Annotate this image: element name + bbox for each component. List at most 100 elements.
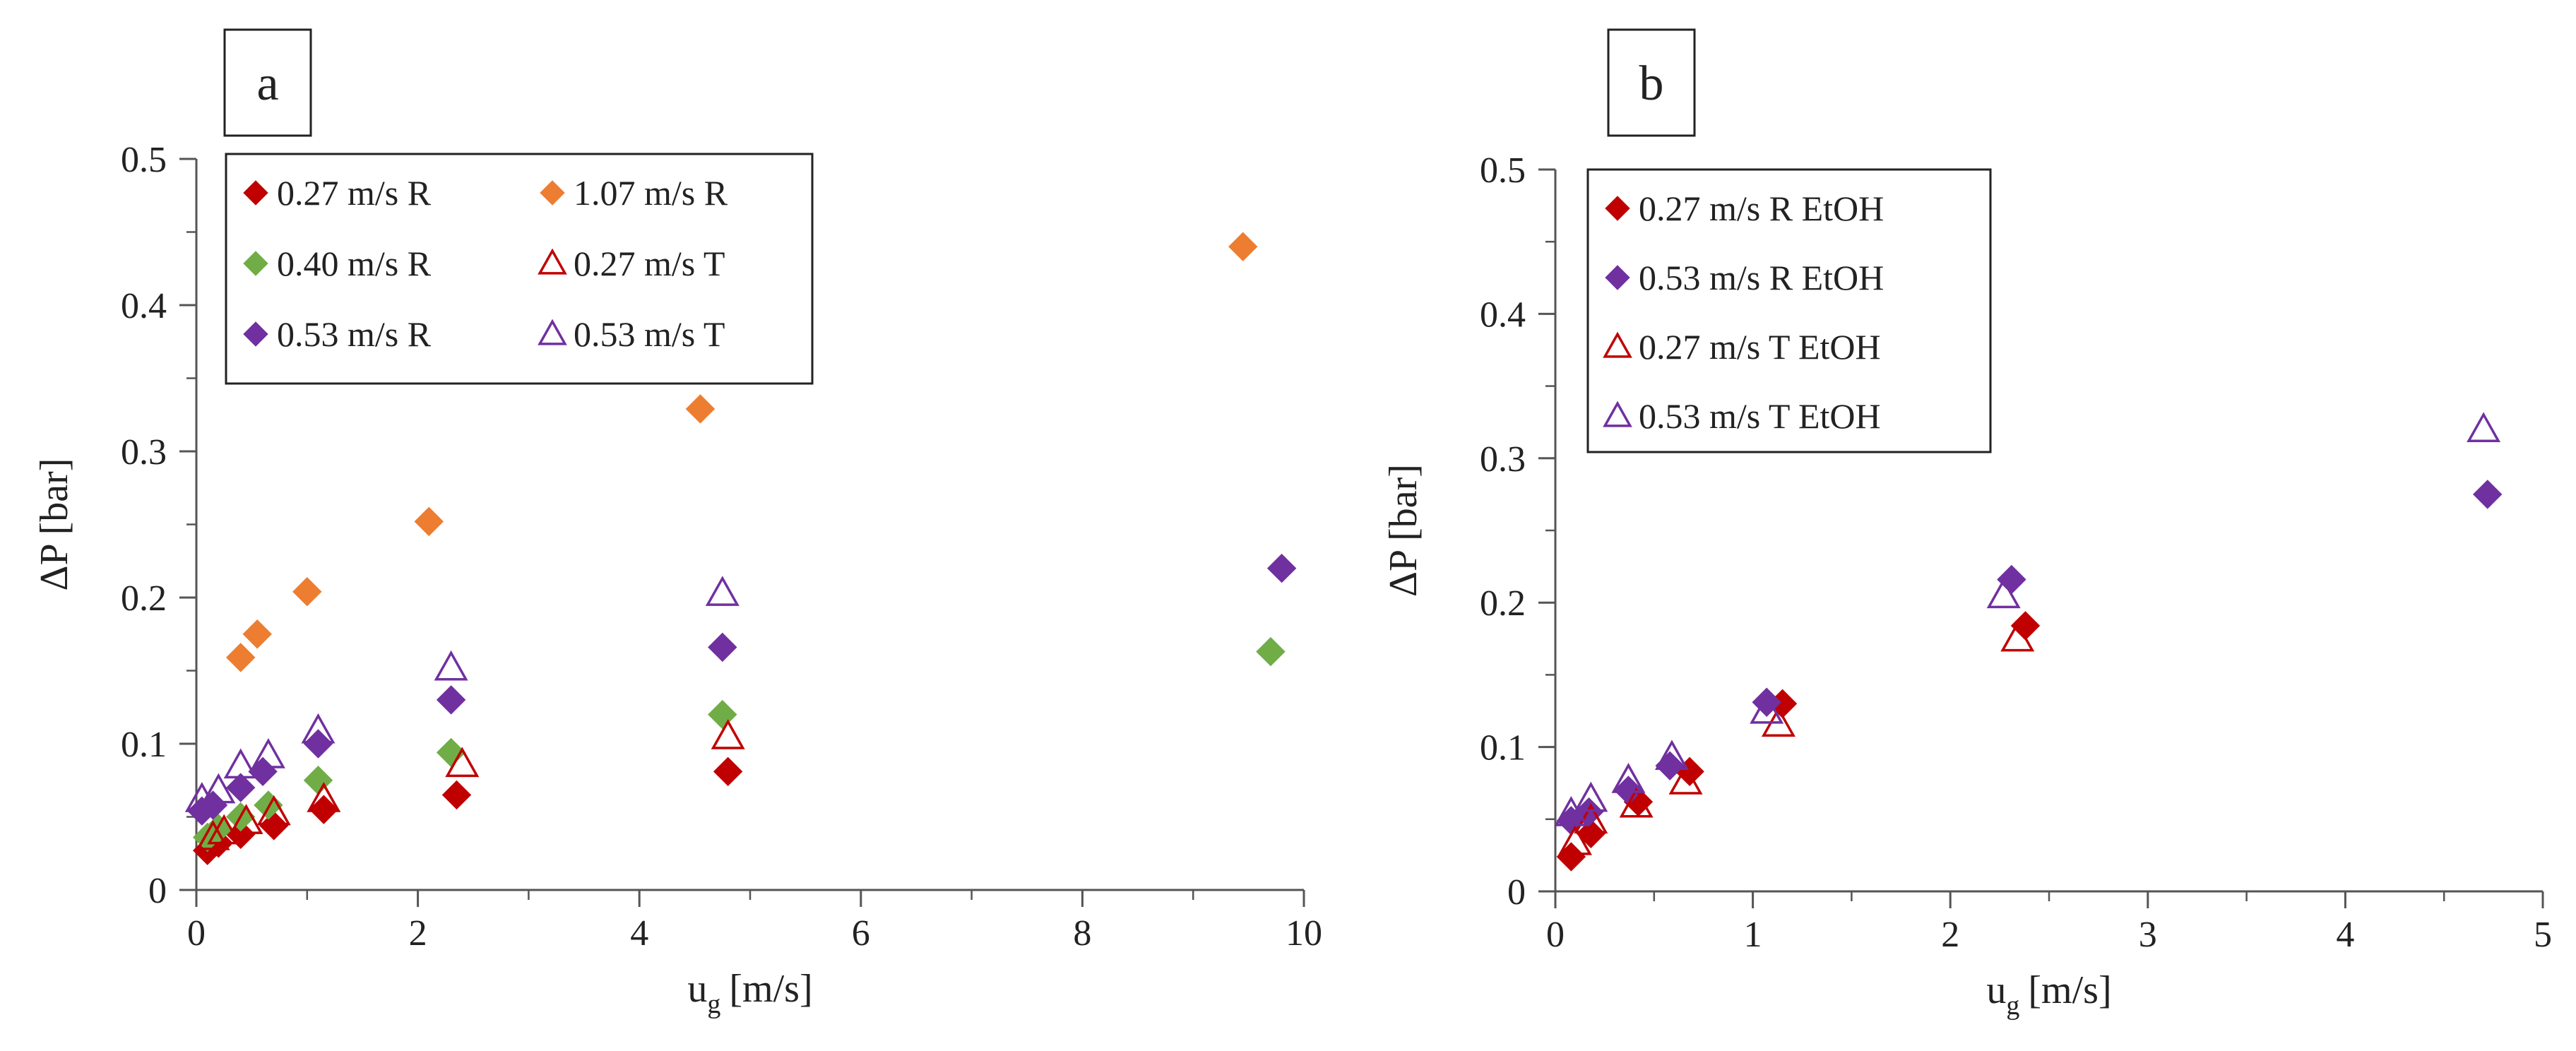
legend-marker	[243, 321, 268, 347]
data-point	[436, 685, 466, 715]
data-point	[1654, 740, 1689, 771]
data-point	[242, 619, 272, 649]
legend-label: 0.53 m/s R	[277, 314, 432, 354]
y-tick-label: 0.2	[1480, 583, 1526, 624]
panel-label-box	[1607, 28, 1696, 137]
series-1	[192, 636, 1286, 853]
data-point	[259, 811, 289, 841]
y-axis-title: ΔP [bar]	[1382, 464, 1425, 597]
x-axis-title-unit: [m/s]	[2028, 968, 2111, 1012]
y-tick-label: 0.5	[121, 140, 167, 180]
legend-marker	[1605, 196, 1630, 221]
legend-label: 0.53 m/s T EtOH	[1639, 396, 1881, 436]
series-2	[1557, 621, 2035, 855]
data-point	[705, 576, 740, 606]
data-point	[708, 699, 737, 730]
data-point	[711, 719, 745, 749]
data-point	[1997, 564, 2026, 595]
panel-b: 0 1 2 3 4 5 0 0.1 0.2 0.3 0.4 0.5 ug [m/s] ΔP [bar] b 0.…	[1382, 28, 2552, 1021]
y-tick-label: 0.4	[121, 286, 167, 326]
x-tick-label: 2	[1941, 915, 1959, 955]
data-point	[441, 780, 472, 810]
legend-label: 0.53 m/s T	[574, 314, 725, 354]
series-3	[1554, 412, 2501, 826]
series-0	[1556, 611, 2041, 872]
x-axis-title-subscript: g	[707, 990, 720, 1019]
data-point	[1556, 842, 1586, 872]
data-point	[303, 729, 333, 759]
y-tick-label: 0.4	[1480, 295, 1526, 335]
y-tick-label: 0.1	[1480, 728, 1526, 768]
data-point	[309, 795, 339, 824]
legend-marker	[538, 319, 567, 345]
y-axis-title: ΔP [bar]	[32, 458, 76, 591]
data-point	[201, 773, 236, 804]
legend-marker	[243, 251, 268, 276]
legend-box	[1586, 168, 1992, 453]
data-point	[229, 804, 263, 834]
y-tick-label: 0.5	[1480, 150, 1526, 191]
data-point	[251, 737, 285, 768]
data-point	[226, 643, 256, 672]
data-point	[713, 756, 743, 787]
panel-a: 0 2 4 6 8 10 0 0.1 0.2 0.3 0.4 0.5 ug [m/s] ΔP [bar] a 0…	[32, 28, 1322, 1019]
data-point	[2000, 621, 2035, 652]
data-point	[1266, 553, 1297, 583]
x-tick-label: 3	[2139, 915, 2157, 955]
x-tick-label: 4	[2336, 915, 2354, 955]
x-tick-label: 1	[1744, 915, 1762, 955]
x-axis-title: ug [m/s]	[1986, 968, 2111, 1021]
y-tick-label: 0	[148, 871, 167, 911]
data-point	[1574, 781, 1608, 812]
series-5	[184, 576, 740, 812]
data-point	[2467, 412, 2501, 443]
y-tick-label: 0	[1507, 872, 1526, 913]
data-point	[1750, 693, 1784, 724]
legend-box	[225, 153, 814, 385]
legend-label: 0.27 m/s T	[574, 244, 725, 283]
data-point	[1228, 232, 1258, 261]
data-point	[307, 782, 341, 812]
data-point	[223, 748, 258, 779]
data-point	[2473, 480, 2503, 509]
data-point	[184, 782, 219, 812]
x-tick-label: 10	[1286, 913, 1322, 954]
data-point	[256, 795, 291, 826]
x-tick-label: 2	[409, 913, 427, 954]
legend-label: 0.27 m/s R	[277, 173, 432, 213]
data-point	[1611, 763, 1646, 793]
data-point	[685, 394, 716, 424]
x-tick-label: 4	[630, 913, 648, 954]
series-2	[187, 553, 1297, 826]
x-tick-label: 0	[187, 913, 206, 954]
data-point	[1256, 636, 1286, 667]
data-point	[1668, 764, 1703, 795]
x-tick-label: 6	[852, 913, 870, 954]
data-point	[1986, 578, 2021, 609]
data-point	[414, 506, 444, 537]
x-axis-title: ug [m/s]	[687, 967, 812, 1019]
y-tick-label: 0.1	[121, 725, 167, 765]
data-point	[226, 773, 256, 802]
legend-label: 0.53 m/s R EtOH	[1639, 258, 1884, 297]
y-tick-label: 0.2	[121, 578, 167, 619]
series-4	[196, 719, 745, 850]
x-tick-label: 5	[2534, 915, 2552, 955]
data-point	[301, 713, 336, 744]
series-3	[226, 232, 1258, 672]
panel-label: a	[256, 57, 278, 111]
legend-marker	[540, 180, 565, 206]
legend-label: 0.40 m/s R	[277, 244, 432, 283]
y-tick-label: 0.3	[121, 432, 167, 473]
legend-label: 1.07 m/s R	[574, 173, 728, 213]
data-point	[1557, 824, 1592, 855]
data-point	[445, 747, 480, 778]
series-1	[1556, 480, 2503, 836]
data-point	[196, 819, 230, 850]
legend-marker	[538, 248, 567, 275]
data-point	[292, 577, 322, 607]
data-point	[207, 814, 242, 845]
legend-marker	[1605, 265, 1630, 290]
legend-marker	[1603, 400, 1632, 427]
